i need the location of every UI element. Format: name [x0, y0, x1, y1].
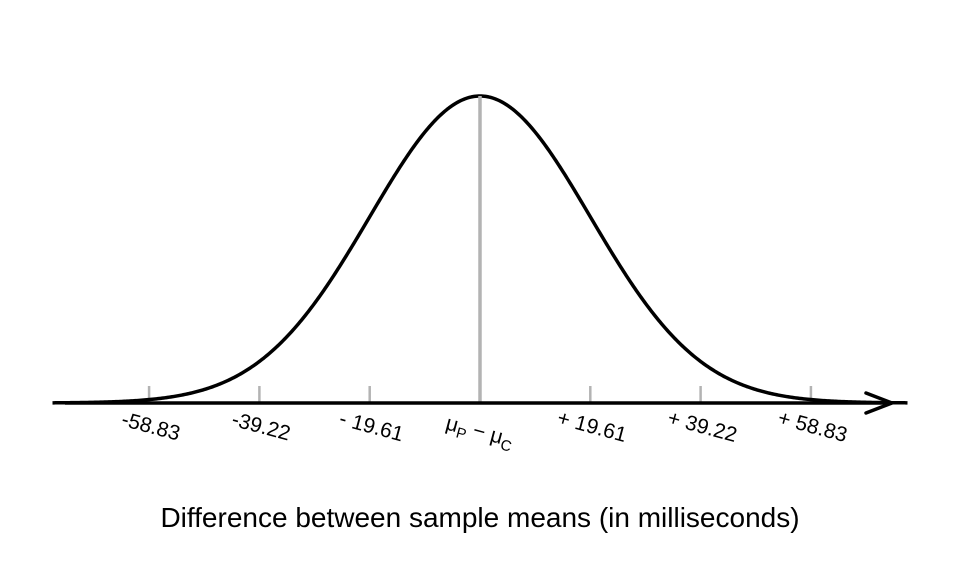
tick-label: + 58.83: [776, 406, 850, 447]
tick-label: - 19.61: [337, 407, 406, 446]
tick-label: + 19.61: [555, 406, 629, 447]
mu-p-symbol: μ: [443, 412, 461, 437]
center-tick-label: μP − μC: [442, 412, 516, 456]
tick-label: + 39.22: [665, 406, 739, 447]
mu-p-subscript: P: [454, 424, 468, 443]
tick-label: -58.83: [119, 408, 182, 446]
mu-c-symbol: μ: [488, 424, 506, 449]
x-axis-title: Difference between sample means (in mill…: [160, 502, 799, 533]
mu-c-subscript: C: [499, 436, 514, 455]
x-axis-arrowhead: [864, 391, 894, 415]
tick-label: -39.22: [229, 408, 292, 446]
